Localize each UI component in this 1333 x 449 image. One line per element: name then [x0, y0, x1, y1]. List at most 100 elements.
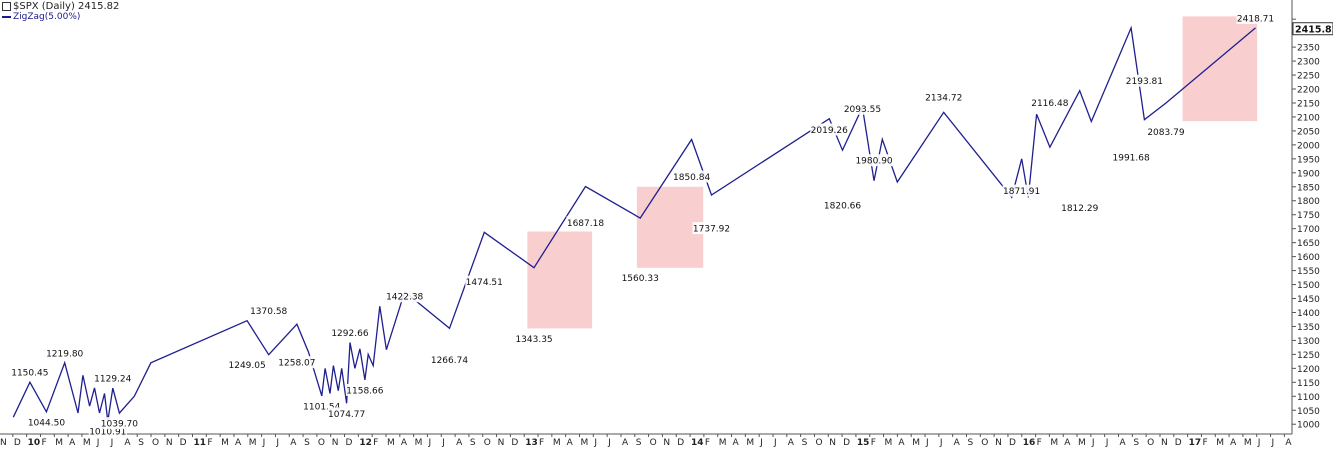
- point-label: 2083.79: [1146, 125, 1185, 138]
- x-tick-label: J: [759, 438, 763, 448]
- point-label-bg: [249, 304, 288, 317]
- point-label: 1249.05: [228, 358, 267, 371]
- x-tick-label: O: [815, 438, 822, 448]
- y-tick-label: 1750: [1297, 211, 1320, 221]
- highlight-box: [636, 186, 704, 268]
- x-tick-label: J: [593, 438, 597, 448]
- y-tick-label: 2050: [1297, 127, 1320, 137]
- x-tick-label: O: [650, 438, 657, 448]
- x-tick-label: A: [954, 438, 961, 448]
- x-tick-label: F: [1037, 438, 1042, 448]
- point-label-bg: [228, 358, 267, 371]
- x-tick-label: M: [221, 438, 229, 448]
- point-label: 2019.26: [810, 123, 849, 136]
- x-tick-label: A: [567, 438, 574, 448]
- x-tick-label: J: [939, 438, 943, 448]
- point-label: 1292.66: [330, 326, 369, 339]
- indicator-legend-text: ZigZag(5.00%): [13, 12, 81, 22]
- y-tick-label: 1400: [1297, 309, 1320, 319]
- x-tick-label: 17: [1189, 438, 1202, 448]
- y-tick-label: 1450: [1297, 295, 1320, 305]
- x-tick-label: A: [1230, 438, 1237, 448]
- point-label: 1150.45: [10, 366, 49, 379]
- x-tick-label: D: [346, 438, 353, 448]
- point-label-text: 2093.55: [844, 105, 881, 115]
- x-tick-label: J: [96, 438, 100, 448]
- x-tick-label: N: [498, 438, 505, 448]
- x-tick-label: J: [262, 438, 266, 448]
- x-tick-label: O: [1147, 438, 1154, 448]
- point-label: 1980.90: [855, 154, 894, 167]
- y-tick-label: 1500: [1297, 281, 1320, 291]
- y-tick-label: 1600: [1297, 253, 1320, 263]
- point-label-bg: [430, 353, 469, 366]
- x-tick-label: F: [871, 438, 876, 448]
- highlight-box: [1182, 16, 1258, 122]
- point-label-text: 1980.90: [855, 157, 892, 167]
- x-tick-label: F: [705, 438, 710, 448]
- x-tick-label: O: [981, 438, 988, 448]
- legend-line-icon: [2, 15, 11, 18]
- point-label: 1687.18: [566, 216, 605, 229]
- point-label-bg: [692, 222, 731, 235]
- x-tick-label: J: [1105, 438, 1109, 448]
- chart-menu-icon[interactable]: [2, 1, 11, 11]
- point-label-text: 2019.26: [811, 126, 848, 136]
- y-tick-label: 2200: [1297, 86, 1320, 96]
- point-label-bg: [27, 415, 66, 428]
- point-label: 1370.58: [249, 304, 288, 317]
- point-label-bg: [1146, 125, 1185, 138]
- point-label-bg: [93, 372, 132, 385]
- x-tick-label: N: [166, 438, 173, 448]
- x-tick-label: A: [898, 438, 905, 448]
- point-label-bg: [843, 102, 882, 115]
- y-tick-label: 1300: [1297, 337, 1320, 347]
- x-tick-label: A: [456, 438, 463, 448]
- point-label-bg: [924, 91, 963, 104]
- y-tick-label: 2100: [1297, 113, 1320, 123]
- highlight-box: [527, 231, 593, 329]
- x-tick-label: N: [829, 438, 836, 448]
- point-label-bg: [277, 356, 316, 369]
- point-label-text: 1812.29: [1061, 204, 1098, 214]
- x-tick-label: F: [1202, 438, 1207, 448]
- point-label-text: 1474.51: [466, 278, 503, 288]
- x-tick-label: N: [0, 438, 7, 448]
- x-tick-label: 16: [1023, 438, 1036, 448]
- x-tick-label: M: [1078, 438, 1086, 448]
- x-tick-label: A: [401, 438, 408, 448]
- point-label-bg: [823, 198, 862, 211]
- x-tick-label: N: [332, 438, 339, 448]
- point-label-text: 1737.92: [693, 225, 730, 235]
- point-label-bg: [855, 154, 894, 167]
- point-label-text: 1074.77: [328, 410, 365, 420]
- point-label: 2418.71: [1236, 11, 1275, 24]
- x-tick-label: 12: [359, 438, 372, 448]
- y-tick-label: 1950: [1297, 155, 1320, 165]
- last-price-tag: [1292, 22, 1333, 36]
- x-tick-label: D: [14, 438, 21, 448]
- point-label-bg: [465, 275, 504, 288]
- x-tick-label: J: [1257, 438, 1261, 448]
- point-label-bg: [1030, 96, 1069, 109]
- point-label-text: 1258.07: [278, 359, 315, 369]
- x-tick-label: 15: [857, 438, 870, 448]
- x-tick-label: S: [1133, 438, 1139, 448]
- point-label: 1129.24: [93, 372, 132, 385]
- y-tick-label: 1650: [1297, 239, 1320, 249]
- point-label-bg: [1236, 11, 1275, 24]
- x-tick-label: A: [733, 438, 740, 448]
- x-tick-label: A: [290, 438, 297, 448]
- x-tick-label: 10: [28, 438, 41, 448]
- y-tick-label: 1550: [1297, 267, 1320, 277]
- point-label-bg: [1060, 201, 1099, 214]
- point-label: 2193.81: [1125, 74, 1164, 87]
- point-label-text: 1850.84: [673, 173, 710, 183]
- x-tick-label: M: [746, 438, 754, 448]
- x-tick-label: S: [967, 438, 973, 448]
- x-tick-label: A: [69, 438, 76, 448]
- x-tick-label: M: [719, 438, 727, 448]
- x-tick-label: A: [124, 438, 131, 448]
- x-tick-label: D: [677, 438, 684, 448]
